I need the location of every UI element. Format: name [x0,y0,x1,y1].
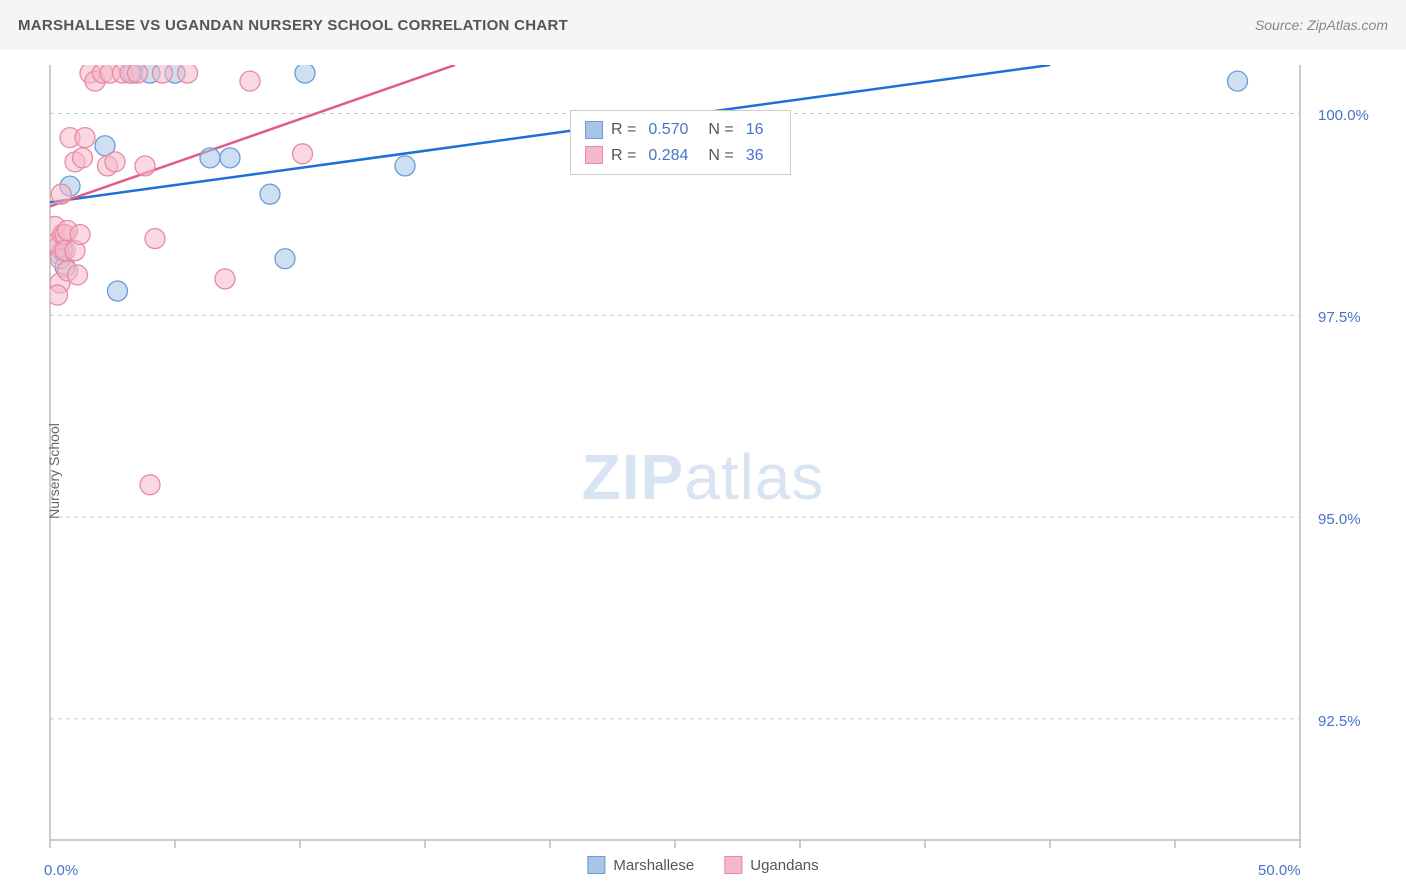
y-tick-label: 92.5% [1318,713,1385,730]
chart-title: MARSHALLESE VS UGANDAN NURSERY SCHOOL CO… [18,17,568,34]
stats-r-value: 0.570 [648,117,688,143]
y-tick-label: 100.0% [1318,107,1385,124]
stats-swatch [585,146,603,164]
stats-n-label: N = [708,117,733,143]
stats-n-value: 16 [746,117,764,143]
stats-row: R = 0.570 N = 16 [585,117,776,143]
stats-swatch [585,121,603,139]
stats-n-value: 36 [746,143,764,169]
legend-label: Ugandans [750,857,818,874]
scatter-plot [0,50,1406,892]
header-bar: MARSHALLESE VS UGANDAN NURSERY SCHOOL CO… [0,0,1406,50]
legend-swatch [724,856,742,874]
legend-label: Marshallese [613,857,694,874]
stats-r-value: 0.284 [648,143,688,169]
x-tick-label: 0.0% [44,862,78,879]
legend-item: Marshallese [587,856,694,874]
source-name: ZipAtlas.com [1307,17,1388,33]
stats-box: R = 0.570 N = 16 R = 0.284 N = 36 [570,110,791,175]
legend-item: Ugandans [724,856,818,874]
legend-swatch [587,856,605,874]
y-tick-label: 95.0% [1318,511,1385,528]
stats-r-label: R = [611,117,636,143]
x-tick-label: 50.0% [1258,862,1301,879]
y-tick-label: 97.5% [1318,309,1385,326]
source-label: Source: ZipAtlas.com [1255,17,1388,33]
chart-area: Nursery School ZIPatlas R =0.570N =16R =… [0,50,1406,892]
footer-legend: Marshallese Ugandans [587,856,818,874]
source-prefix: Source: [1255,17,1307,33]
stats-n-label: N = [708,143,733,169]
stats-r-label: R = [611,143,636,169]
y-axis-label: Nursery School [46,423,62,519]
stats-row: R = 0.284 N = 36 [585,143,776,169]
